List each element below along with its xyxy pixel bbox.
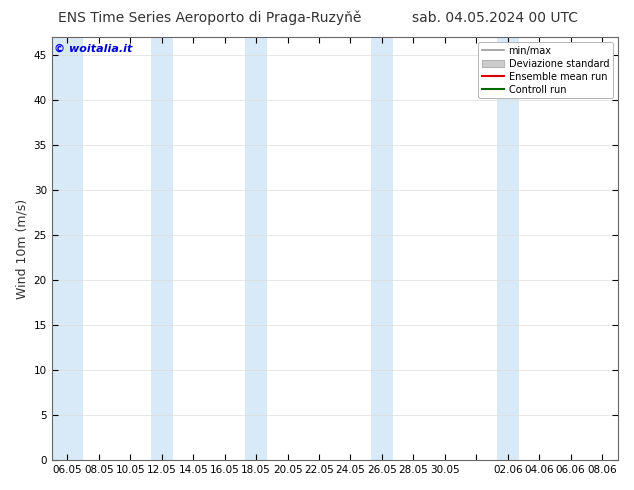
Text: sab. 04.05.2024 00 UTC: sab. 04.05.2024 00 UTC [411,11,578,25]
Bar [496,37,519,460]
Y-axis label: Wind 10m (m/s): Wind 10m (m/s) [15,198,28,299]
Bar [371,37,393,460]
Bar [245,37,267,460]
Text: © woitalia.it: © woitalia.it [55,44,133,53]
Bar [51,37,83,460]
Text: ENS Time Series Aeroporto di Praga-Ruzyňě: ENS Time Series Aeroporto di Praga-Ruzyň… [58,11,361,25]
Legend: min/max, Deviazione standard, Ensemble mean run, Controll run: min/max, Deviazione standard, Ensemble m… [479,42,613,98]
Bar [151,37,172,460]
